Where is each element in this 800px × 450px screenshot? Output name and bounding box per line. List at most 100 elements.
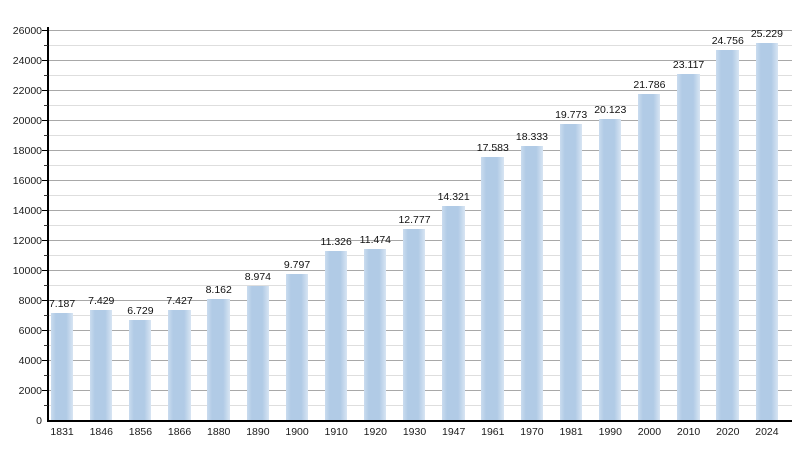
- y-tick-major: [42, 210, 48, 211]
- y-tick-minor: [44, 45, 48, 46]
- bar-value-label: 24.756: [711, 34, 744, 47]
- bar-1947: [442, 206, 465, 421]
- y-tick-minor: [44, 75, 48, 76]
- y-tick-label: 22000: [12, 85, 42, 97]
- y-tick-minor: [44, 165, 48, 166]
- y-tick-major: [42, 360, 48, 361]
- gridline-major: [48, 90, 792, 91]
- x-tick-slot: 2024: [753, 426, 792, 440]
- gridline-minor: [48, 225, 792, 226]
- bar-2020: [716, 49, 739, 421]
- gridline-major: [48, 210, 792, 211]
- gridline-minor: [48, 75, 792, 76]
- bar-slot: 21.786: [633, 31, 674, 421]
- x-tick-label: 1990: [598, 426, 622, 438]
- x-axis-line: [47, 420, 792, 422]
- bar-slot: 11.326: [321, 31, 361, 421]
- x-tick-label: 1961: [481, 426, 505, 438]
- gridline-minor: [48, 105, 792, 106]
- y-tick-label: 10000: [12, 265, 42, 277]
- y-axis-line: [47, 27, 49, 422]
- bar-1910: [324, 251, 348, 421]
- bar-slot: 25.229: [750, 27, 792, 421]
- x-tick-slot: 1856: [126, 426, 165, 440]
- y-tick-minor: [44, 195, 48, 196]
- y-tick-major: [42, 300, 48, 301]
- bar-1981: [559, 124, 583, 421]
- gridline-major: [48, 120, 792, 121]
- bar-slot: 8.162: [205, 31, 244, 421]
- x-tick-slot: 1930: [400, 426, 439, 440]
- y-tick-minor: [44, 225, 48, 226]
- x-tick-label: 1890: [246, 426, 270, 438]
- y-tick-minor: [44, 135, 48, 136]
- bar-value-label: 14.321: [437, 191, 470, 204]
- y-tick-minor: [44, 285, 48, 286]
- x-tick-label: 2010: [676, 426, 701, 438]
- y-tick-label: 6000: [18, 325, 42, 337]
- y-tick-label: 24000: [12, 55, 42, 67]
- x-tick-label: 2000: [637, 426, 662, 438]
- x-tick-label: 1900: [285, 426, 309, 438]
- y-tick-label: 18000: [12, 145, 42, 157]
- y-tick-major: [42, 30, 48, 31]
- x-tick-slot: 2020: [714, 426, 753, 440]
- x-tick-label: 1880: [207, 426, 231, 438]
- y-tick-major: [42, 240, 48, 241]
- bar-slot: 23.117: [673, 31, 714, 421]
- bar-slot: 11.474: [359, 31, 400, 421]
- bar-1990: [598, 119, 622, 421]
- bar-slot: 24.756: [711, 31, 753, 421]
- y-tick-label: 0: [36, 415, 42, 427]
- bar-value-label: 25.229: [750, 27, 783, 40]
- x-tick-label: 1846: [89, 426, 113, 438]
- x-tick-label: 1910: [324, 426, 348, 438]
- x-tick-slot: 1831: [48, 426, 87, 440]
- gridline-minor: [48, 45, 792, 46]
- gridline-major: [48, 60, 792, 61]
- bar-1866: [168, 309, 191, 421]
- bar-slot: 7.427: [165, 31, 204, 421]
- y-tick-label: 2000: [18, 385, 42, 397]
- x-tick-slot: 2000: [635, 426, 674, 440]
- y-tick-major: [42, 90, 48, 91]
- y-axis-labels: 0 2000 4000 6000 8000 10000 12000 14000 16000 180…: [0, 25, 42, 427]
- bar-value-label: 6.729: [127, 305, 154, 318]
- gridline-minor: [48, 135, 792, 136]
- bar-1930: [403, 229, 426, 421]
- x-tick-slot: 2010: [675, 426, 714, 440]
- bar-slot: 8.974: [244, 31, 283, 421]
- bar-2010: [677, 74, 700, 421]
- bar-slot: 18.333: [515, 31, 557, 421]
- y-tick-minor: [44, 375, 48, 376]
- bar-2024: [755, 42, 778, 421]
- x-axis-labels: 1831 1846 1856 1866 1880 1890 1900 1910 1920 1930…: [48, 426, 792, 440]
- x-tick-label: 1970: [520, 426, 544, 438]
- y-tick-label: 20000: [12, 115, 42, 127]
- y-tick-label: 26000: [12, 25, 42, 37]
- y-tick-label: 4000: [18, 355, 42, 367]
- y-tick-minor: [44, 105, 48, 106]
- bar-value-label: 7.429: [88, 294, 115, 307]
- x-tick-label: 1930: [402, 426, 427, 438]
- bar-value-label: 11.474: [359, 233, 392, 246]
- y-tick-major: [42, 330, 48, 331]
- bar-1831: [50, 313, 74, 421]
- bar-1961: [481, 157, 504, 421]
- x-tick-label: 1947: [441, 426, 466, 438]
- bar-value-label: 21.786: [633, 79, 666, 92]
- y-tick-minor: [44, 345, 48, 346]
- x-tick-slot: 1947: [440, 426, 479, 440]
- y-tick-label: 14000: [12, 205, 42, 217]
- bar-1900: [285, 274, 308, 421]
- x-tick-slot: 1990: [596, 426, 635, 440]
- bar-slot: 12.777: [398, 31, 439, 421]
- bar-value-label: 7.187: [48, 298, 76, 311]
- bar-value-label: 18.333: [515, 131, 549, 144]
- x-tick-slot: 1846: [87, 426, 126, 440]
- x-tick-slot: 1900: [283, 426, 322, 440]
- bars-container: 7.187 7.429 6.729 7.427 8.162 8.974 9.797 11.32…: [48, 27, 792, 421]
- y-tick-major: [42, 60, 48, 61]
- y-tick-major: [42, 120, 48, 121]
